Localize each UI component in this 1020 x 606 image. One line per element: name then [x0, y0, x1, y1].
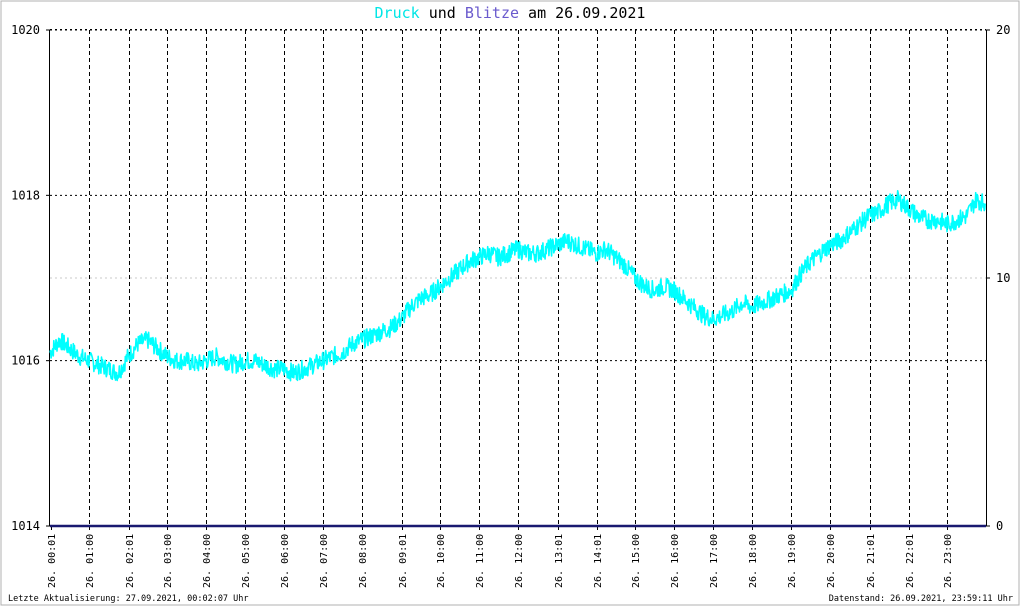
footer-data-status: Datenstand: 26.09.2021, 23:59:11 Uhr: [829, 594, 1013, 604]
x-tick-label: 26. 19:00: [787, 534, 798, 588]
x-tick-label: 26. 13:01: [554, 534, 565, 588]
x-tick-label: 26. 22:01: [905, 534, 916, 588]
x-tick-label: 26. 08:00: [358, 534, 369, 588]
left-tick-label: 1016: [11, 354, 40, 368]
x-tick-label: 26. 05:00: [241, 534, 252, 588]
x-tick-label: 26. 09:01: [398, 534, 409, 588]
x-tick-label: 26. 03:00: [163, 534, 174, 588]
x-tick-label: 26. 15:00: [631, 534, 642, 588]
right-tick-label: 10: [996, 271, 1010, 285]
x-tick-label: 26. 10:00: [436, 534, 447, 588]
x-tick-label: 26. 02:01: [125, 534, 136, 588]
title-druck: Druck: [375, 4, 420, 22]
x-tick-label: 26. 11:00: [475, 534, 486, 588]
x-tick-label: 26. 12:00: [514, 534, 525, 588]
x-tick-label: 26. 00:01: [47, 534, 58, 588]
x-tick-label: 26. 04:00: [202, 534, 213, 588]
right-tick-label: 0: [996, 519, 1003, 533]
left-tick-label: 1014: [11, 519, 40, 533]
x-tick-label: 26. 16:00: [670, 534, 681, 588]
title-date: am 26.09.2021: [519, 4, 645, 22]
x-tick-label: 26. 18:00: [748, 534, 759, 588]
footer-last-update: Letzte Aktualisierung: 27.09.2021, 00:02…: [8, 594, 249, 604]
title-blitze: Blitze: [465, 4, 519, 22]
left-tick-label: 1020: [11, 23, 40, 37]
x-tick-label: 26. 01:00: [85, 534, 96, 588]
right-tick-label: 20: [996, 23, 1010, 37]
x-tick-label: 26. 23:00: [943, 534, 954, 588]
x-tick-label: 26. 17:00: [709, 534, 720, 588]
left-tick-label: 1018: [11, 188, 40, 202]
x-tick-label: 26. 21:01: [866, 534, 877, 588]
x-tick-label: 26. 14:01: [593, 534, 604, 588]
x-tick-label: 26. 07:00: [319, 534, 330, 588]
x-tick-label: 26. 20:00: [826, 534, 837, 588]
x-tick-label: 26. 06:00: [280, 534, 291, 588]
chart-title: Druck und Blitze am 26.09.2021: [375, 4, 646, 22]
title-und: und: [420, 4, 465, 22]
